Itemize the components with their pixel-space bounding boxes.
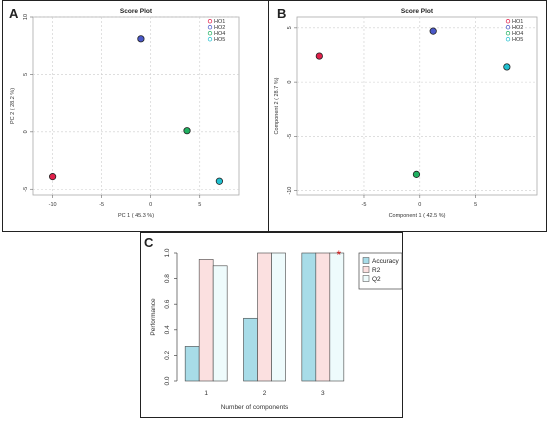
- y-axis-label: Component 2 ( 28.7 %): [274, 77, 280, 134]
- bar-accuracy: [301, 252, 317, 382]
- y-tick-label: 10: [23, 14, 29, 20]
- significance-asterisk: *: [336, 248, 341, 262]
- y-tick-label: 0.4: [164, 325, 171, 334]
- legend-marker-ho2: [207, 25, 213, 30]
- legend-marker-ho1: [505, 19, 511, 24]
- legend-label-ho1: HO1: [512, 19, 523, 25]
- legend-label-accuracy: Accuracy: [372, 258, 399, 265]
- data-point-ho4: [412, 170, 421, 178]
- x-tick-label: -5: [362, 202, 367, 208]
- performance-chart-panel-c: C 0.0 0.2 0.4 0.6 0.8 1.0 1 2 * 3 Number of compon…: [140, 232, 403, 418]
- y-tick-label: -5: [287, 134, 293, 139]
- x-tick-label: 2: [263, 390, 267, 397]
- data-point-ho2: [429, 27, 437, 35]
- legend-label-ho4: HO4: [512, 31, 523, 37]
- legend-marker-ho2: [505, 25, 511, 30]
- y-tick-label: 5: [23, 73, 29, 76]
- legend-marker-ho5: [505, 37, 511, 42]
- bar-r2: [198, 259, 214, 382]
- bar-accuracy: [243, 317, 258, 382]
- bar-q2: [271, 252, 286, 382]
- x-tick-label: 5: [474, 202, 477, 208]
- data-point-ho1: [315, 52, 323, 60]
- panel-label-b: B: [277, 6, 287, 21]
- y-tick-label: 0: [23, 130, 29, 133]
- bar-q2: [329, 252, 345, 382]
- y-tick-label: -5: [23, 187, 29, 192]
- x-axis-label: Number of components: [221, 404, 289, 411]
- y-tick-label: 0: [287, 81, 293, 84]
- x-axis-label: Component 1 ( 42.5 %): [389, 213, 446, 219]
- legend-marker-ho5: [207, 37, 213, 42]
- bar-r2: [257, 252, 272, 382]
- legend-swatch-q2: [362, 275, 370, 282]
- plot-title: Score Plot: [120, 8, 153, 15]
- score-plot-a: -10 -5 0 5 -5 0 5 10 Score Plot PC 1 ( 45.3 %) PC …: [10, 8, 240, 219]
- score-plot-panel-b: B -5 0 5 -10 -5 0 5 Score Plot Component 1 ( 42.…: [268, 0, 547, 232]
- legend-swatch-accuracy: [362, 257, 370, 264]
- legend-label-ho5: HO5: [512, 37, 523, 43]
- y-tick-label: 0.6: [164, 299, 171, 308]
- panel-label-a: A: [9, 6, 19, 21]
- data-point-ho4: [183, 127, 191, 135]
- bar-q2: [212, 265, 228, 382]
- legend-label-ho5: HO5: [214, 37, 225, 43]
- x-tick-label: -5: [99, 202, 104, 208]
- y-axis-label: Performance: [150, 298, 157, 336]
- legend-label-q2: Q2: [372, 276, 381, 283]
- score-plot-panel-a: A -10 -5 0 5 -5 0 5 10 Score Plot PC 1 ( 45.3 %) P…: [2, 0, 269, 232]
- data-point-ho1: [49, 173, 57, 181]
- legend-label-ho1: HO1: [214, 19, 225, 25]
- data-point-ho2: [137, 35, 145, 43]
- score-plot-b: -5 0 5 -10 -5 0 5 Score Plot Component 1 ( 42.5 …: [274, 8, 538, 219]
- y-tick-label: -10: [287, 187, 293, 195]
- x-tick-label: 5: [198, 202, 201, 208]
- y-tick-label: 0.8: [164, 274, 171, 283]
- bar-r2: [315, 252, 331, 382]
- legend-marker-ho4: [505, 31, 511, 36]
- y-tick-label: 1.0: [164, 248, 171, 257]
- x-tick-label: -10: [49, 202, 57, 208]
- panel-label-c: C: [144, 235, 154, 250]
- y-tick-label: 0.2: [164, 351, 171, 360]
- legend-swatch-r2: [362, 266, 370, 273]
- legend-label-ho4: HO4: [214, 31, 225, 37]
- data-point-ho5: [215, 177, 223, 185]
- plot-frame: [32, 16, 240, 196]
- y-axis-label: PC 2 ( 28.2 %): [10, 88, 16, 124]
- performance-bar-chart: 0.0 0.2 0.4 0.6 0.8 1.0 1 2 * 3 Number of componen…: [150, 248, 403, 411]
- x-tick-label: 0: [418, 202, 421, 208]
- plot-title: Score Plot: [401, 8, 434, 15]
- legend-marker-ho1: [207, 19, 213, 24]
- legend-label-ho2: HO2: [512, 25, 523, 31]
- legend-marker-ho4: [207, 31, 213, 36]
- x-axis-label: PC 1 ( 45.3 %): [118, 213, 154, 219]
- legend-label-r2: R2: [372, 267, 381, 274]
- y-tick-label: 5: [287, 26, 293, 29]
- x-tick-label: 3: [321, 390, 325, 397]
- x-tick-label: 1: [204, 390, 208, 397]
- bar-accuracy: [184, 346, 200, 382]
- y-tick-label: 0.0: [164, 376, 171, 385]
- data-point-ho5: [503, 63, 511, 71]
- plot-frame: [296, 16, 538, 196]
- x-tick-label: 0: [149, 202, 152, 208]
- legend-label-ho2: HO2: [214, 25, 225, 31]
